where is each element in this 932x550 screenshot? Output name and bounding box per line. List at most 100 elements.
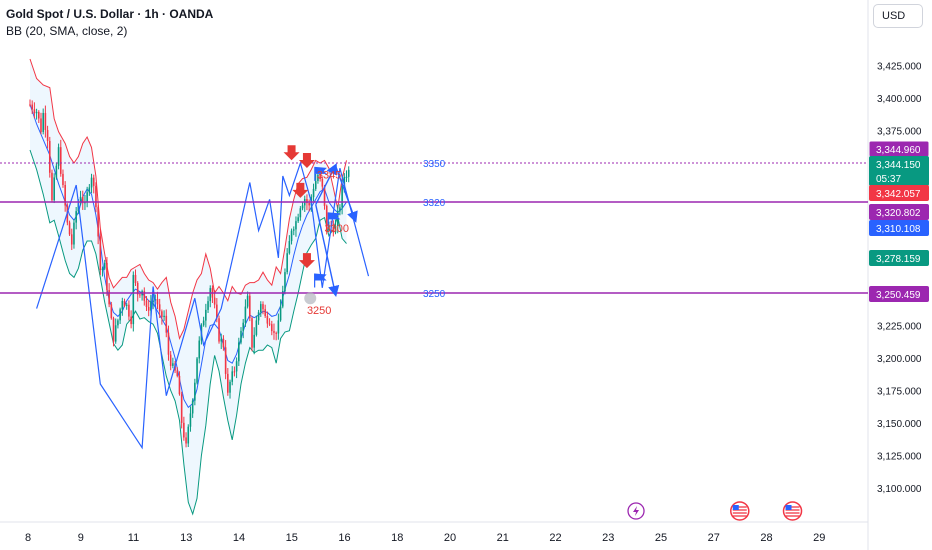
candle-body	[64, 185, 66, 206]
candle	[244, 299, 247, 327]
candle-body	[242, 322, 245, 331]
price-badge-label: 3,320.802	[876, 208, 921, 219]
candle	[62, 169, 64, 188]
candle	[207, 296, 209, 313]
candle-body	[81, 196, 84, 204]
candle	[51, 169, 53, 203]
candle	[235, 357, 238, 379]
indicator-label[interactable]: BB (20, SMA, close, 2)	[6, 24, 128, 38]
candle	[130, 310, 132, 329]
candle	[251, 316, 253, 352]
candle-body	[55, 165, 58, 178]
candle	[209, 285, 212, 308]
candle	[48, 136, 51, 178]
candle	[112, 316, 115, 347]
price-badge-countdown: 05:37	[876, 174, 901, 185]
flag-canton	[785, 505, 792, 510]
time-tick: 14	[233, 532, 245, 544]
level-label-3350: 3350	[423, 159, 446, 170]
price-badge: 3,342.057	[869, 185, 929, 201]
price-tick: 3,225.000	[877, 322, 922, 333]
candle	[180, 391, 183, 429]
candle-body	[29, 104, 31, 106]
candle	[99, 229, 102, 276]
candle-body	[218, 318, 220, 342]
candle-body	[62, 173, 64, 186]
candle-body	[117, 320, 119, 326]
candle	[147, 299, 150, 317]
candle-body	[189, 413, 192, 427]
candle-body	[172, 363, 174, 366]
candle	[194, 378, 196, 406]
candle	[88, 184, 91, 196]
candle-body	[194, 382, 196, 401]
candle	[29, 99, 31, 107]
price-badge: 3,344.150 05:37	[869, 156, 929, 186]
candle	[227, 367, 229, 396]
time-tick: 23	[602, 532, 614, 544]
candle-body	[90, 177, 93, 188]
candle	[119, 307, 121, 324]
price-badge-label: 3,344.960	[876, 145, 921, 156]
candle	[108, 283, 110, 308]
candle	[277, 313, 280, 340]
candle-body	[125, 304, 128, 306]
candle-body	[191, 400, 194, 414]
candle-body	[88, 187, 91, 193]
time-tick: 16	[338, 532, 350, 544]
candle	[229, 379, 231, 399]
candle	[345, 170, 348, 182]
candle-body	[325, 205, 328, 231]
candle	[185, 432, 187, 448]
price-tick: 3,375.000	[877, 127, 922, 138]
candle-body	[136, 282, 139, 295]
candle-body	[257, 312, 260, 321]
candle-body	[205, 309, 207, 321]
candle-body	[183, 422, 185, 438]
price-tick: 3,425.000	[877, 62, 922, 73]
flag-ring	[730, 501, 750, 521]
candle-body	[275, 332, 277, 334]
currency-button[interactable]: USD	[873, 4, 923, 28]
flash-bolt	[633, 506, 640, 516]
flag-icon	[328, 212, 341, 220]
candle-body	[106, 262, 108, 291]
candle-body	[40, 118, 42, 132]
candle-body	[306, 199, 308, 204]
price-badge-label: 3,310.108	[876, 224, 921, 235]
down-arrow-icon	[298, 253, 315, 269]
wave-path	[36, 160, 370, 450]
candle-body	[198, 340, 201, 359]
price-tick: 3,150.000	[877, 419, 922, 430]
candle-body	[68, 222, 71, 235]
candle-body	[220, 338, 223, 342]
candle-body	[249, 295, 251, 319]
candle-body	[134, 274, 137, 283]
candle	[33, 102, 36, 119]
candle	[106, 256, 108, 296]
candle	[191, 398, 194, 418]
candle	[176, 367, 179, 378]
time-tick: 28	[760, 532, 772, 544]
candle	[257, 309, 260, 325]
price-tick: 3,125.000	[877, 452, 922, 463]
candle-body	[95, 185, 97, 208]
projection-arrow	[334, 165, 358, 223]
candle	[101, 266, 104, 277]
candle	[323, 184, 326, 210]
candle	[292, 226, 295, 236]
candle-body	[262, 304, 264, 310]
candle	[314, 174, 317, 191]
time-tick: 27	[708, 532, 720, 544]
candle	[110, 301, 113, 320]
candle-body	[180, 394, 183, 423]
candle-body	[301, 205, 304, 209]
candle-body	[53, 177, 55, 201]
candle	[125, 302, 128, 310]
candle-body	[268, 323, 271, 325]
price-badge-label: 3,344.150	[876, 160, 921, 171]
candle	[290, 228, 293, 245]
candle-body	[213, 297, 216, 305]
candle-body	[227, 373, 229, 393]
